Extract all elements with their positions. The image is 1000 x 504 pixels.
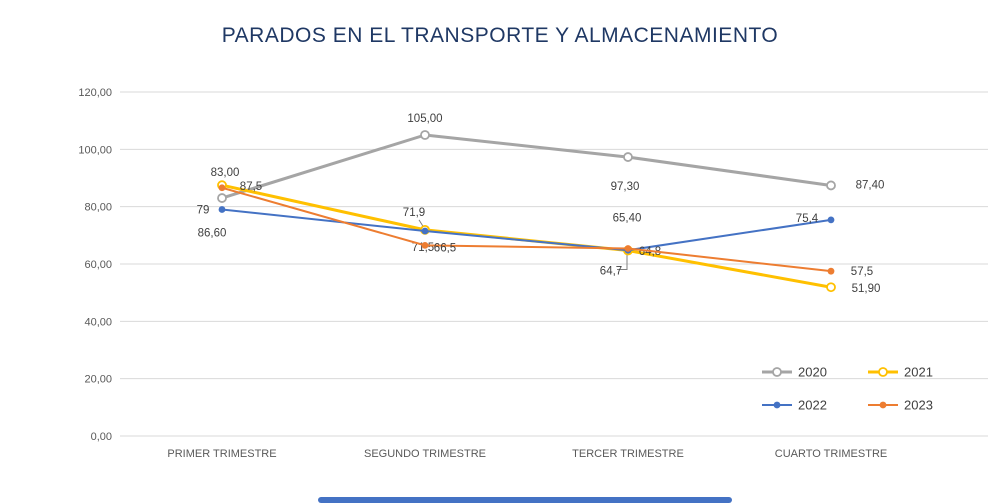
series-line-2020 [220, 133, 833, 200]
marker-2022 [827, 216, 835, 224]
marker-2023 [624, 245, 632, 252]
y-axis-tick-label: 60,00 [84, 259, 112, 271]
x-axis-category-label: PRIMER TRIMESTRE [167, 448, 276, 460]
legend-item-2023: 2023 [904, 398, 933, 413]
x-axis-category-label: SEGUNDO TRIMESTRE [364, 448, 486, 460]
y-axis-tick-label: 100,00 [78, 144, 112, 156]
data-label-2022: 75,4 [796, 213, 819, 225]
marker-2020 [623, 152, 633, 162]
y-axis-tick-label: 0,00 [91, 431, 112, 443]
data-label-2020: 97,30 [611, 181, 640, 193]
data-label-2021: 64,7 [600, 266, 622, 278]
chart-title: PARADOS EN EL TRANSPORTE Y ALMACENAMIENT… [221, 24, 779, 47]
marker-2022 [421, 227, 429, 235]
x-axis-category-label: CUARTO TRIMESTRE [775, 448, 887, 460]
y-axis-tick-label: 20,00 [84, 374, 112, 386]
y-axis-tick-label: 120,00 [78, 87, 112, 99]
data-label-2021: 71,9 [403, 207, 425, 219]
legend-marker-2021 [878, 367, 888, 377]
marker-2022 [218, 206, 226, 213]
data-label-2023: 65,40 [613, 213, 642, 225]
y-axis-tick-label: 40,00 [84, 316, 112, 328]
series-line-2023 [221, 186, 832, 273]
marker-2021 [826, 282, 836, 293]
data-label-2021: 51,90 [852, 283, 881, 295]
series-line-2022 [221, 208, 832, 252]
data-label-2023: 66,5 [434, 242, 456, 254]
marker-2023 [421, 241, 429, 249]
legend-item-2022: 2022 [798, 398, 827, 413]
data-label-2022: 79 [197, 205, 210, 217]
data-label-2020: 105,00 [407, 113, 442, 125]
marker-2023 [218, 184, 226, 192]
data-label-2020: 87,40 [856, 179, 885, 191]
legend-item-2021: 2021 [904, 365, 933, 380]
y-axis-tick-label: 80,00 [84, 202, 112, 214]
legend-marker-2023 [879, 401, 887, 409]
marker-2023 [827, 267, 835, 275]
data-label-2022: 64,8 [639, 246, 661, 258]
data-label-2023: 57,5 [851, 266, 873, 278]
data-label-2023: 86,60 [198, 228, 227, 240]
bottom-accent-bar [318, 497, 732, 503]
series-line-2021 [220, 183, 833, 289]
legend-marker-2020 [772, 367, 782, 377]
x-axis-category-label: TERCER TRIMESTRE [572, 448, 684, 460]
legend-marker-2022 [773, 401, 781, 409]
data-label-2021: 87,5 [240, 181, 262, 193]
marker-2020 [217, 193, 227, 203]
data-label-leader-2021 [617, 254, 628, 271]
data-label-2020: 83,00 [211, 167, 240, 179]
marker-2020 [420, 130, 430, 140]
legend-item-2020: 2020 [798, 365, 827, 380]
marker-2020 [826, 180, 836, 191]
